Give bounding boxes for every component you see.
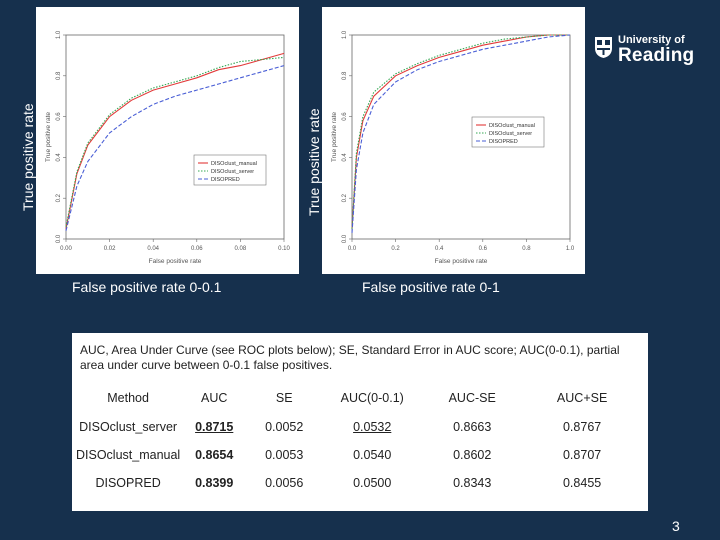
cell-auc-minus-se: 0.8663	[453, 420, 492, 434]
cell-auc: 0.8654	[195, 448, 234, 462]
y-axis-label: True positive rate	[331, 112, 338, 162]
y-tick-label: 0.6	[56, 112, 62, 121]
legend-label: DISOclust_manual	[211, 161, 257, 167]
x-tick-label: 0.00	[60, 246, 72, 252]
plot-frame	[351, 34, 571, 240]
table-header-row: Method AUC SE AUC(0-0.1) AUC-SE AUC+SE	[76, 383, 644, 413]
x-axis-caption-right: False positive rate 0-1	[362, 279, 500, 295]
y-axis-title-right: True positive rate	[306, 108, 322, 216]
x-tick-label: 1.0	[566, 246, 575, 252]
table-caption: AUC, Area Under Curve (see ROC plots bel…	[80, 343, 620, 372]
y-tick-label: 0.2	[342, 193, 348, 202]
y-axis-title-left: True positive rate	[20, 103, 36, 211]
header-se: SE	[275, 391, 293, 405]
x-tick-label: 0.08	[235, 246, 247, 252]
series-line	[65, 65, 285, 231]
cell-auc-minus-se: 0.8343	[453, 476, 492, 490]
logo-line-2: Reading	[618, 45, 695, 66]
y-tick-label: 0.6	[342, 112, 348, 121]
cell-auc: 0.8399	[195, 476, 234, 490]
x-tick-label: 0.0	[348, 246, 357, 252]
header-auc: AUC	[201, 391, 228, 405]
crest-icon	[595, 37, 612, 58]
legend-label: DISOclust_server	[211, 169, 254, 175]
roc-plot-right: 0.0 0.2 0.4 0.6 0.8 1.0 0.0 0.2 0.4 0.6 0.8 1.0 Fals…	[322, 7, 585, 274]
legend-label: DISOclust_server	[489, 131, 532, 137]
y-tick-label: 0.0	[342, 234, 348, 243]
header-method: Method	[107, 391, 149, 405]
cell-auc-partial: 0.0540	[353, 448, 392, 462]
header-auc-minus-se: AUC-SE	[448, 391, 496, 405]
legend-label: DISOPRED	[489, 139, 518, 145]
y-tick-label: 0.8	[56, 71, 62, 80]
cell-method: DISOclust_manual	[76, 448, 181, 462]
x-tick-label: 0.06	[191, 246, 203, 252]
x-axis-label: False positive rate	[435, 258, 488, 265]
y-tick-label: 0.0	[56, 234, 62, 243]
cell-se: 0.0056	[265, 476, 304, 490]
results-panel: AUC, Area Under Curve (see ROC plots bel…	[72, 333, 648, 511]
legend-box	[471, 116, 545, 148]
cell-se: 0.0053	[265, 448, 304, 462]
header-auc-plus-se: AUC+SE	[556, 391, 608, 405]
roc-chart-right: 0.0 0.2 0.4 0.6 0.8 1.0 0.0 0.2 0.4 0.6 0.8 1.0 Fals…	[331, 30, 575, 265]
y-tick-label: 0.8	[342, 71, 348, 80]
cell-auc-plus-se: 0.8455	[562, 476, 602, 490]
x-tick-label: 0.04	[147, 246, 159, 252]
logo-line-1: University of	[618, 34, 685, 46]
x-tick-label: 0.4	[435, 246, 444, 252]
legend-label: DISOPRED	[211, 177, 240, 183]
cell-method: DISOclust_server	[79, 420, 178, 434]
series-line	[351, 34, 571, 233]
results-table: Method AUC SE AUC(0-0.1) AUC-SE AUC+SE D…	[76, 383, 644, 497]
page-number: 3	[672, 518, 680, 534]
legend-label: DISOclust_manual	[489, 123, 535, 129]
x-tick-label: 0.02	[104, 246, 116, 252]
cell-auc: 0.8715	[195, 420, 234, 434]
cell-method: DISOPRED	[95, 476, 161, 490]
y-tick-label: 1.0	[342, 30, 348, 39]
cell-auc-plus-se: 0.8707	[562, 448, 602, 462]
cell-auc-plus-se: 0.8767	[562, 420, 602, 434]
x-tick-label: 0.10	[278, 246, 290, 252]
x-axis-label: False positive rate	[149, 258, 202, 265]
roc-chart-left: 0.00 0.02 0.04 0.06 0.08 0.10 0.0 0.2 0.4 0.6 0.8 1…	[45, 30, 290, 265]
y-tick-label: 0.2	[56, 193, 62, 202]
series-line	[65, 56, 285, 227]
table-row: DISOclust_manual 0.8654 0.0053 0.0540 0.…	[76, 441, 644, 469]
cell-auc-partial: 0.0500	[353, 476, 392, 490]
y-tick-label: 0.4	[56, 153, 62, 162]
x-tick-label: 0.2	[391, 246, 400, 252]
y-axis-label: True positive rate	[45, 112, 52, 162]
plot-frame	[65, 34, 285, 240]
x-tick-label: 0.6	[479, 246, 488, 252]
series-line	[65, 52, 285, 229]
cell-se: 0.0052	[265, 420, 304, 434]
y-tick-label: 1.0	[56, 30, 62, 39]
cell-auc-minus-se: 0.8602	[453, 448, 492, 462]
table-row: DISOPRED 0.8399 0.0056 0.0500 0.8343 0.8…	[76, 469, 644, 497]
legend-box	[193, 154, 267, 186]
y-tick-label: 0.4	[342, 153, 348, 162]
table-row: DISOclust_server 0.8715 0.0052 0.0532 0.…	[76, 413, 644, 441]
x-tick-label: 0.8	[522, 246, 531, 252]
roc-plot-left: 0.00 0.02 0.04 0.06 0.08 0.10 0.0 0.2 0.4 0.6 0.8 1…	[36, 7, 299, 274]
university-logo: University of Reading	[594, 32, 694, 68]
cell-auc-partial: 0.0532	[353, 420, 392, 434]
x-axis-caption-left: False positive rate 0-0.1	[72, 279, 222, 295]
series-line	[351, 34, 570, 229]
header-auc-partial: AUC(0-0.1)	[340, 391, 404, 405]
